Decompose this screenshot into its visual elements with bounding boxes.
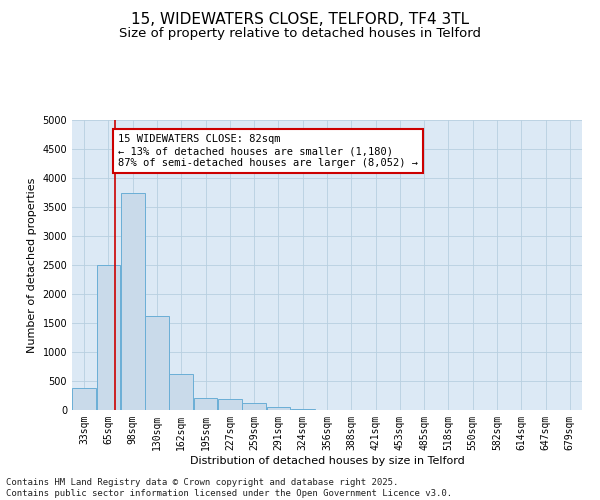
X-axis label: Distribution of detached houses by size in Telford: Distribution of detached houses by size … xyxy=(190,456,464,466)
Bar xyxy=(218,400,242,410)
Text: Size of property relative to detached houses in Telford: Size of property relative to detached ho… xyxy=(119,28,481,40)
Bar xyxy=(169,374,193,410)
Bar xyxy=(72,388,96,410)
Text: 15 WIDEWATERS CLOSE: 82sqm
← 13% of detached houses are smaller (1,180)
87% of s: 15 WIDEWATERS CLOSE: 82sqm ← 13% of deta… xyxy=(118,134,418,168)
Bar xyxy=(121,192,145,410)
Y-axis label: Number of detached properties: Number of detached properties xyxy=(27,178,37,352)
Bar xyxy=(266,406,290,410)
Bar xyxy=(145,316,169,410)
Bar xyxy=(242,404,266,410)
Text: Contains HM Land Registry data © Crown copyright and database right 2025.
Contai: Contains HM Land Registry data © Crown c… xyxy=(6,478,452,498)
Text: 15, WIDEWATERS CLOSE, TELFORD, TF4 3TL: 15, WIDEWATERS CLOSE, TELFORD, TF4 3TL xyxy=(131,12,469,28)
Bar xyxy=(194,398,217,410)
Bar xyxy=(97,265,121,410)
